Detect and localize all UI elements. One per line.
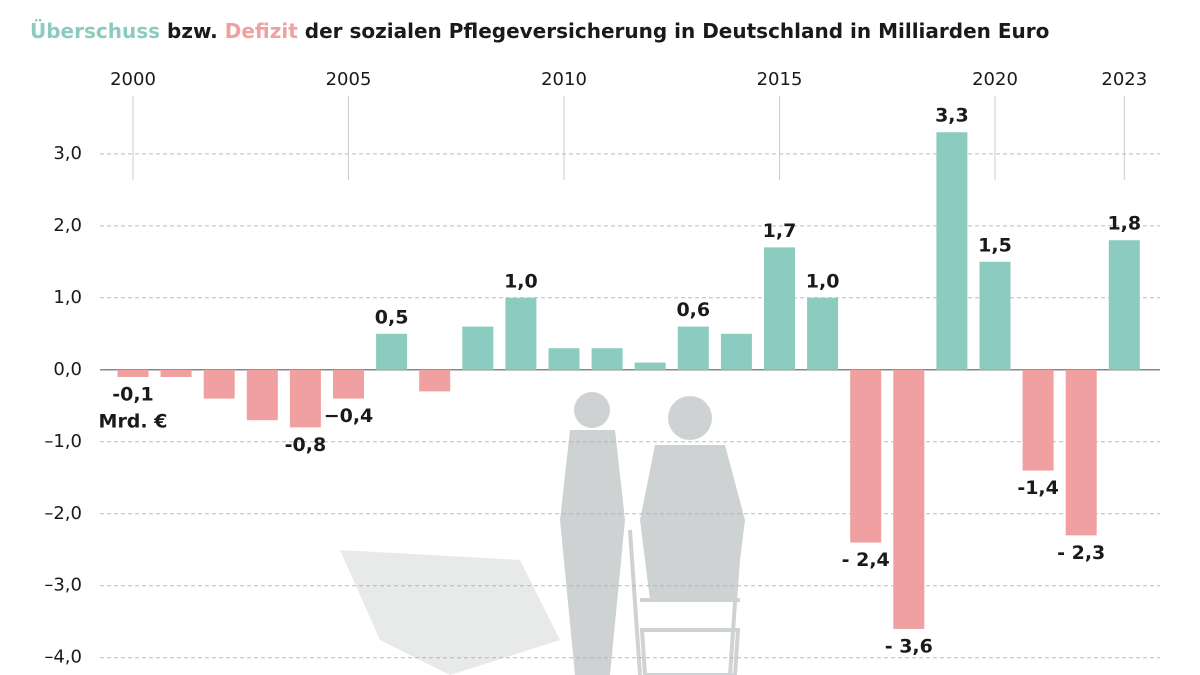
bar: [677, 326, 709, 370]
bar: [160, 369, 192, 377]
y-tick-label: 0,0: [53, 359, 82, 380]
value-label: 1,5: [978, 234, 1012, 256]
bar: [333, 369, 364, 399]
value-label: 0,6: [676, 299, 710, 321]
y-tick-label: 1,0: [53, 287, 82, 308]
legend-surplus: Überschuss: [30, 19, 160, 43]
bar: [1065, 369, 1097, 536]
bar: [979, 261, 1011, 370]
person-body: [560, 430, 625, 675]
bar: [1022, 369, 1054, 471]
chart-subtitle: Überschuss bzw. Defizit der sozialen Pfl…: [30, 19, 1049, 43]
value-label: 3,3: [935, 105, 969, 127]
y-tick-label: –1,0: [44, 431, 82, 452]
bar: [548, 348, 580, 370]
y-tick-label: 2,0: [53, 215, 82, 236]
value-label: -0,1: [112, 383, 154, 405]
person-body: [640, 445, 745, 600]
subtitle-joiner: bzw.: [167, 19, 218, 43]
walker: [628, 529, 742, 675]
y-tick-label: –2,0: [44, 503, 82, 524]
bar: [246, 369, 278, 421]
y-tick-label: –4,0: [44, 647, 82, 668]
shadow: [340, 550, 560, 675]
value-label: -1,4: [1017, 477, 1059, 499]
y-tick-label: 3,0: [53, 143, 82, 164]
value-label: −0,4: [324, 405, 374, 427]
x-tick-label: 2005: [326, 69, 372, 90]
bar: [462, 326, 494, 370]
bar: [289, 369, 321, 428]
unit-label: Mrd. €: [99, 411, 168, 433]
value-label: - 3,6: [885, 635, 933, 657]
person-head: [574, 392, 610, 428]
person-head: [668, 396, 712, 440]
x-tick-label: 2023: [1101, 69, 1147, 90]
x-tick-label: 2015: [757, 69, 803, 90]
x-tick-label: 2020: [972, 69, 1018, 90]
subtitle-text: der sozialen Pflegeversicherung in Deuts…: [305, 19, 1050, 43]
value-label: -0,8: [285, 434, 327, 456]
y-tick-label: –3,0: [44, 575, 82, 596]
bar: [936, 132, 968, 370]
silhouette: [340, 392, 745, 675]
bar: [1108, 240, 1140, 370]
bar: [850, 369, 882, 543]
value-label: 1,8: [1107, 213, 1141, 235]
x-tick-label: 2010: [541, 69, 587, 90]
bar: [376, 333, 408, 370]
value-label: - 2,3: [1057, 542, 1105, 564]
bar: [893, 369, 925, 629]
value-label: - 2,4: [842, 549, 890, 571]
bar: [807, 297, 839, 370]
bar: [591, 348, 623, 370]
value-label: 0,5: [375, 306, 409, 328]
x-tick-label: 2000: [110, 69, 156, 90]
bar: [505, 297, 537, 370]
bar: [634, 362, 666, 370]
bar: [203, 369, 235, 399]
bar: [419, 369, 451, 392]
bar: [720, 333, 752, 370]
value-label: 1,0: [504, 270, 538, 292]
bar: [117, 369, 149, 377]
legend-deficit: Defizit: [225, 19, 298, 43]
bar: [764, 247, 795, 370]
value-label: 1,7: [763, 220, 797, 242]
value-label: 1,0: [806, 270, 840, 292]
